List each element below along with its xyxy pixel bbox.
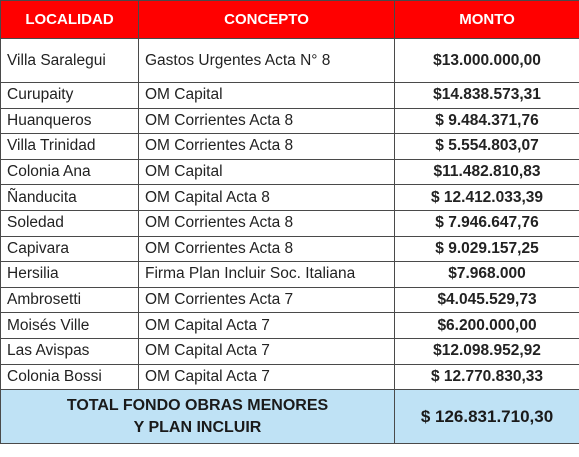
localidad-cell: Colonia Bossi xyxy=(0,363,139,391)
concepto-cell: OM Capital Acta 7 xyxy=(138,312,395,339)
concepto-cell: OM Capital xyxy=(138,82,395,109)
header-localidad: LOCALIDAD xyxy=(0,0,139,39)
concepto-cell: OM Corrientes Acta 8 xyxy=(138,235,395,263)
localidad-cell: Villa Saralegui xyxy=(0,38,139,83)
concepto-cell: OM Corrientes Acta 7 xyxy=(138,286,395,314)
localidad-cell: Soledad xyxy=(0,209,139,237)
concepto-cell: Firma Plan Incluir Soc. Italiana xyxy=(138,261,395,288)
table-row: Capivara OM Corrientes Acta 8 $ 9.029.15… xyxy=(0,235,579,263)
concepto-cell: OM Corrientes Acta 8 xyxy=(138,107,395,135)
monto-cell: $11.482.810,83 xyxy=(394,158,579,186)
table-row: Huanqueros OM Corrientes Acta 8 $ 9.484.… xyxy=(0,107,579,135)
monto-cell: $7.968.000 xyxy=(394,261,579,288)
table-row: Villa Trinidad OM Corrientes Acta 8 $ 5.… xyxy=(0,133,579,160)
total-value: $ 126.831.710,30 xyxy=(394,389,579,445)
table-row: Las Avispas OM Capital Acta 7 $12.098.95… xyxy=(0,337,579,365)
table-row: Ñanducita OM Capital Acta 8 $ 12.412.033… xyxy=(0,184,579,211)
table-row: Colonia Bossi OM Capital Acta 7 $ 12.770… xyxy=(0,363,579,391)
concepto-cell: OM Capital Acta 8 xyxy=(138,184,395,211)
localidad-cell: Ambrosetti xyxy=(0,286,139,314)
concepto-cell: OM Capital xyxy=(138,158,395,186)
monto-cell: $ 9.484.371,76 xyxy=(394,107,579,135)
monto-cell: $ 9.029.157,25 xyxy=(394,235,579,263)
concepto-cell: OM Capital Acta 7 xyxy=(138,363,395,391)
monto-cell: $ 12.412.033,39 xyxy=(394,184,579,211)
table-row: Moisés Ville OM Capital Acta 7 $6.200.00… xyxy=(0,312,579,339)
table-header-row: LOCALIDAD CONCEPTO MONTO xyxy=(0,0,579,39)
localidad-cell: Las Avispas xyxy=(0,337,139,365)
localidad-cell: Capivara xyxy=(0,235,139,263)
monto-cell: $13.000.000,00 xyxy=(394,38,579,83)
table-row: Hersilia Firma Plan Incluir Soc. Italian… xyxy=(0,261,579,288)
total-label-line2: Y PLAN INCLUIR xyxy=(133,418,262,436)
localidad-cell: Villa Trinidad xyxy=(0,133,139,160)
table-row: Villa Saralegui Gastos Urgentes Acta N° … xyxy=(0,38,579,83)
monto-cell: $14.838.573,31 xyxy=(394,82,579,109)
monto-cell: $4.045.529,73 xyxy=(394,286,579,314)
localidad-cell: Hersilia xyxy=(0,261,139,288)
monto-cell: $ 7.946.647,76 xyxy=(394,209,579,237)
localidad-cell: Huanqueros xyxy=(0,107,139,135)
monto-cell: $ 5.554.803,07 xyxy=(394,133,579,160)
header-concepto: CONCEPTO xyxy=(138,0,395,39)
table-row: Soledad OM Corrientes Acta 8 $ 7.946.647… xyxy=(0,209,579,237)
total-row: TOTAL FONDO OBRAS MENORES Y PLAN INCLUIR… xyxy=(0,389,579,445)
total-label-line1: TOTAL FONDO OBRAS MENORES xyxy=(66,396,329,414)
monto-cell: $12.098.952,92 xyxy=(394,337,579,365)
concepto-cell: OM Corrientes Acta 8 xyxy=(138,133,395,160)
monto-cell: $6.200.000,00 xyxy=(394,312,579,339)
localidad-cell: Moisés Ville xyxy=(0,312,139,339)
table-row: Colonia Ana OM Capital $11.482.810,83 xyxy=(0,158,579,186)
concepto-cell: OM Corrientes Acta 8 xyxy=(138,209,395,237)
concepto-cell: Gastos Urgentes Acta N° 8 xyxy=(138,38,395,83)
localidad-cell: Colonia Ana xyxy=(0,158,139,186)
localidad-cell: Curupaity xyxy=(0,82,139,109)
fondo-obras-table: LOCALIDAD CONCEPTO MONTO Villa Saralegui… xyxy=(0,0,579,445)
monto-cell: $ 12.770.830,33 xyxy=(394,363,579,391)
table-row: Ambrosetti OM Corrientes Acta 7 $4.045.5… xyxy=(0,286,579,314)
localidad-cell: Ñanducita xyxy=(0,184,139,211)
header-monto: MONTO xyxy=(394,0,579,39)
concepto-cell: OM Capital Acta 7 xyxy=(138,337,395,365)
table-row: Curupaity OM Capital $14.838.573,31 xyxy=(0,82,579,109)
total-label: TOTAL FONDO OBRAS MENORES Y PLAN INCLUIR xyxy=(0,389,395,445)
